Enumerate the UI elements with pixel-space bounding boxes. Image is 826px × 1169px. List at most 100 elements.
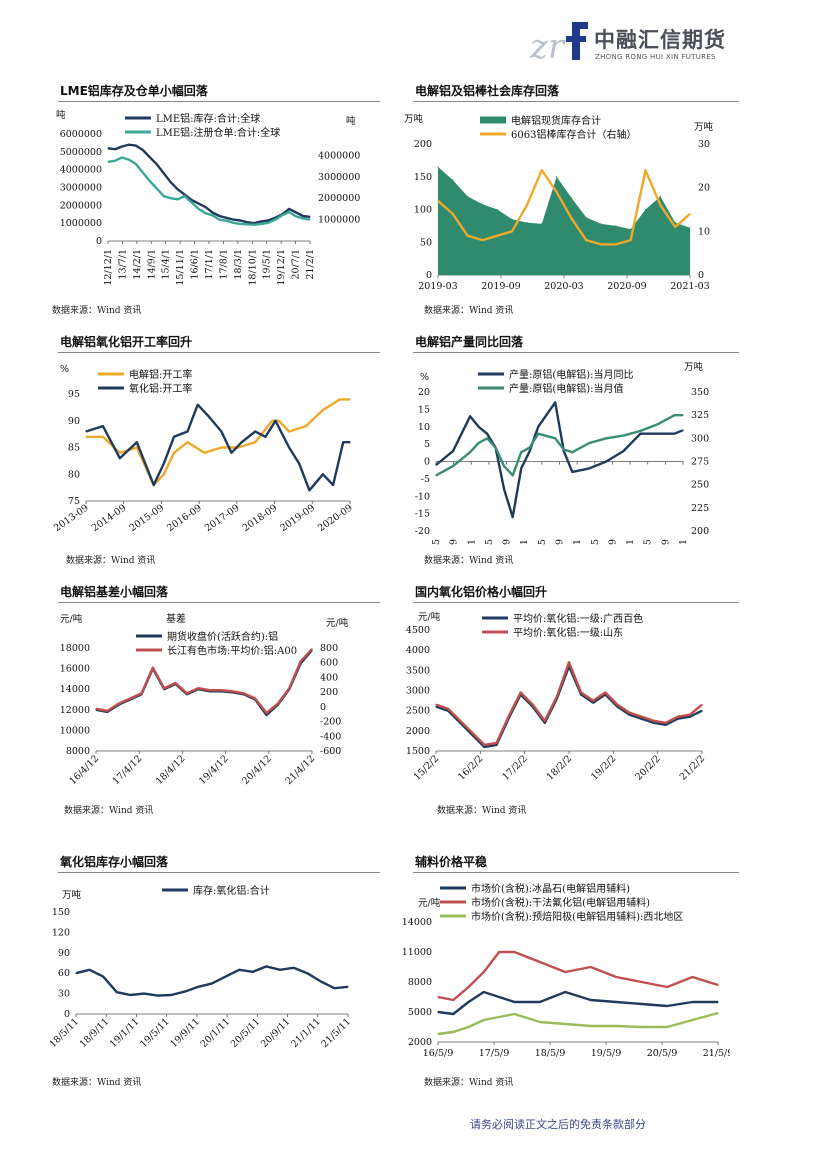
data-point xyxy=(564,971,566,973)
data-point xyxy=(207,414,209,416)
y-right-tick-label: 300 xyxy=(691,433,709,444)
data-point xyxy=(503,465,505,467)
data-point xyxy=(121,145,123,148)
data-point xyxy=(190,199,193,201)
data-point xyxy=(483,971,485,973)
data-point xyxy=(526,222,528,224)
x-tick-label: 2019-09 xyxy=(481,281,520,292)
data-point xyxy=(129,697,131,700)
data-point xyxy=(513,1001,515,1003)
y-tick-label: 14000 xyxy=(60,684,90,695)
data-point xyxy=(232,222,234,224)
x-tick-label: 14/2/1 xyxy=(132,249,143,280)
y-right-tick-label: 2000000 xyxy=(318,193,360,204)
data-point xyxy=(477,426,480,428)
legend-label: 电解铝现货库存合计 xyxy=(511,114,601,127)
data-point xyxy=(437,1011,439,1013)
data-point xyxy=(529,447,531,449)
data-point xyxy=(332,484,334,486)
data-point xyxy=(300,660,302,662)
data-point xyxy=(197,986,199,988)
data-point xyxy=(496,235,498,237)
data-point xyxy=(309,219,311,221)
panel-divider xyxy=(58,352,380,353)
data-point xyxy=(580,691,582,694)
data-point xyxy=(220,689,222,691)
data-point xyxy=(639,430,642,432)
data-point xyxy=(230,452,233,454)
y-tick-label: 16000 xyxy=(60,664,90,675)
data-point xyxy=(691,976,694,978)
data-point xyxy=(447,708,449,710)
data-point xyxy=(483,1019,485,1021)
data-point xyxy=(481,239,484,241)
y-right-tick-label: 200 xyxy=(320,687,338,698)
data-point xyxy=(107,147,109,149)
company-logo: zr 中融汇信期货 ZHONG RONG HUI XIN FUTURES xyxy=(530,18,730,66)
data-point xyxy=(435,474,437,476)
y-tick-label: 5000000 xyxy=(60,147,102,158)
data-point xyxy=(564,991,566,993)
data-point xyxy=(717,1001,719,1003)
data-point xyxy=(197,687,199,689)
logo-english-name: ZHONG RONG HUI XIN FUTURES xyxy=(595,53,716,61)
data-point xyxy=(537,433,539,435)
panel-title-operating-rate: 电解铝氧化铝开工率回升 xyxy=(60,335,193,349)
data-point xyxy=(177,188,179,190)
data-point xyxy=(211,211,214,214)
data-point xyxy=(513,951,515,953)
data-point xyxy=(85,436,87,438)
y-tick-label: 50 xyxy=(420,237,432,248)
data-point xyxy=(349,398,351,400)
data-point xyxy=(349,441,351,443)
legend-label: 平均价:氧化铝:一级:广西百色 xyxy=(513,612,643,625)
data-point xyxy=(274,420,277,422)
data-point xyxy=(267,219,269,222)
y-tick-label: 6000000 xyxy=(60,129,102,140)
data-point xyxy=(170,994,172,996)
legend-label: 6063铝棒库存合计（右轴） xyxy=(511,128,636,141)
data-point xyxy=(585,216,587,218)
y-tick-label: 150 xyxy=(52,907,70,918)
data-point xyxy=(556,695,558,698)
series-line xyxy=(437,990,718,1016)
panel-source: 数据来源：Wind 资讯 xyxy=(52,1078,142,1088)
y-tick-label: 95 xyxy=(68,389,80,400)
y-right-axis-unit: 万吨 xyxy=(684,361,704,373)
x-tick-label: 16/6/1 xyxy=(190,249,201,280)
data-point xyxy=(630,239,632,241)
x-tick-label: 2021-03 xyxy=(670,281,709,292)
data-point xyxy=(265,714,268,716)
data-point xyxy=(640,716,643,718)
data-point xyxy=(320,980,322,982)
data-point xyxy=(588,467,590,470)
series-line xyxy=(75,965,349,997)
data-point xyxy=(568,661,570,663)
data-point xyxy=(677,716,679,718)
chart-alumina-inventory: 0 30 60 90 120 150 万吨 18/5/1118/9/1119/1/1119/5… xyxy=(50,884,353,1050)
data-point xyxy=(570,197,573,199)
y-right-tick-label: 600 xyxy=(320,658,338,669)
data-point xyxy=(541,169,543,171)
data-point xyxy=(197,404,199,406)
x-tick-label: 2018-01 xyxy=(519,539,530,545)
data-point xyxy=(135,144,137,147)
data-point xyxy=(107,161,109,163)
x-tick-label: 15/4/1 xyxy=(161,249,172,280)
series-line xyxy=(435,401,684,519)
y-tick-label: 90 xyxy=(68,416,80,427)
data-point xyxy=(163,473,165,475)
data-point xyxy=(666,1026,668,1028)
data-point xyxy=(653,720,655,722)
y-tick-label: 8000 xyxy=(66,746,90,757)
data-point xyxy=(135,163,137,165)
y-right-tick-label: -200 xyxy=(320,717,341,728)
data-point xyxy=(615,1025,617,1027)
data-point xyxy=(590,999,592,1001)
data-point xyxy=(529,450,531,452)
series-line xyxy=(437,950,719,1002)
data-point xyxy=(689,213,691,215)
data-point xyxy=(665,722,667,724)
data-point xyxy=(211,982,213,984)
